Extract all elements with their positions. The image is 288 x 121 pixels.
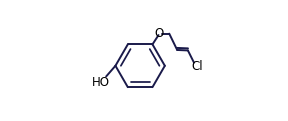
Text: HO: HO [92, 76, 110, 89]
Text: O: O [155, 27, 164, 40]
Text: Cl: Cl [191, 60, 202, 73]
